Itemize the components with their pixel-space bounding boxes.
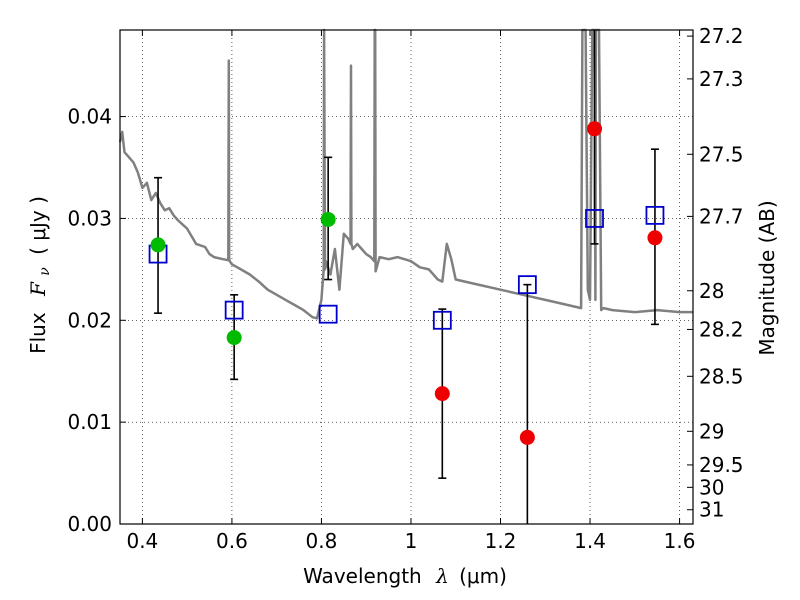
- x-axis-ticks: 0.4 0.6 0.8 1 1.2 1.4 1.6: [126, 30, 695, 553]
- x-axis-label-symbol: λ: [435, 564, 449, 588]
- y-axis-label-unit: ( μJy ): [26, 196, 50, 255]
- x-tick-label: 0.6: [216, 529, 248, 553]
- y-axis-label-group: Flux F ν ( μJy ): [26, 196, 54, 354]
- y-tick-label: 0.03: [67, 206, 112, 230]
- x-axis-label-text: Wavelength: [303, 564, 422, 588]
- y2-tick-label: 28: [699, 279, 724, 303]
- green-data-point: [226, 330, 242, 346]
- plot-frame: [119, 29, 694, 525]
- y-axis-label-subscript: ν: [37, 267, 53, 276]
- y-tick-label: 0.04: [67, 105, 112, 129]
- green-data-point: [150, 237, 166, 253]
- sed-curve: [118, 28, 693, 320]
- y-axis-label-text: Flux: [26, 312, 50, 354]
- y2-tick-label: 31: [699, 498, 724, 522]
- y2-tick-label: 28.5: [699, 364, 744, 388]
- red-data-point: [434, 386, 450, 402]
- x-axis-label: Wavelength λ (μm): [303, 564, 507, 588]
- model-point-square: [318, 304, 338, 324]
- y2-tick-label: 30: [699, 475, 724, 499]
- x-tick-label: 1.6: [664, 529, 696, 553]
- y2-axis-label: Magnitude (AB): [755, 200, 779, 355]
- grid-lines: [120, 30, 693, 525]
- y2-tick-label: 27.5: [699, 142, 744, 166]
- y2-tick-label: 29: [699, 419, 724, 443]
- x-tick-label: 1.2: [485, 529, 517, 553]
- y2-tick-label: 27.7: [699, 204, 744, 228]
- y2-tick-label: 27.3: [699, 67, 744, 91]
- model-point-square: [432, 310, 452, 330]
- red-data-point: [519, 429, 535, 445]
- x-tick-label: 0.4: [126, 529, 158, 553]
- x-tick-label: 1.4: [574, 529, 606, 553]
- y2-axis-label-group: Magnitude (AB): [755, 200, 779, 355]
- model-point-square: [224, 300, 244, 320]
- y2-tick-label: 27.2: [699, 24, 744, 48]
- red-data-point: [587, 121, 603, 137]
- red-data-point: [647, 230, 663, 246]
- green-data-point: [320, 211, 336, 227]
- observed-points-layer: [150, 121, 663, 445]
- y-axis-label: Flux F ν ( μJy ): [26, 196, 54, 354]
- model-point-square: [585, 209, 604, 228]
- x-tick-label: 1: [405, 529, 418, 553]
- x-axis-label-unit: (μm): [459, 564, 507, 588]
- y-tick-label: 0.00: [67, 512, 112, 536]
- model-point-square: [517, 275, 537, 295]
- sed-curve-layer: [118, 28, 693, 320]
- y-tick-label: 0.02: [67, 308, 112, 332]
- y2-tick-label: 28.2: [699, 317, 744, 341]
- y-axis-ticks: 0.00 0.01 0.02 0.03 0.04: [67, 105, 126, 536]
- x-tick-label: 0.8: [306, 529, 338, 553]
- y-axis-label-symbol: F: [26, 281, 50, 297]
- y-tick-label: 0.01: [67, 410, 112, 434]
- model-points-layer: [148, 205, 665, 330]
- y2-tick-label: 29.5: [699, 453, 744, 477]
- model-point-square: [645, 205, 665, 225]
